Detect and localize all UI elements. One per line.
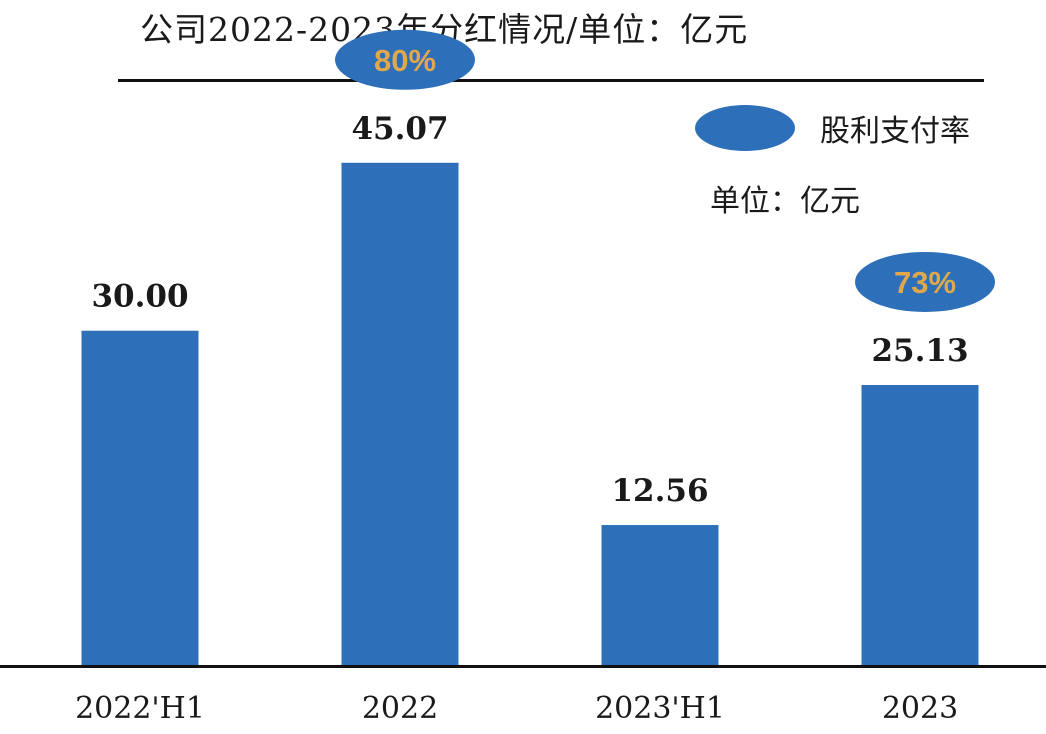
bar-2 bbox=[341, 162, 459, 665]
category-label-1: 2022'H1 bbox=[75, 691, 205, 726]
value-label-1: 30.00 bbox=[91, 279, 188, 315]
payout-ratio-label-2: 80% bbox=[374, 43, 436, 78]
payout-ratio-bubble-2 bbox=[335, 29, 475, 90]
bar-4 bbox=[861, 384, 979, 665]
category-label-2: 2022 bbox=[362, 691, 438, 726]
payout-ratio-bubble-4 bbox=[855, 251, 995, 312]
value-label-2: 45.07 bbox=[351, 111, 448, 147]
category-label-4: 2023 bbox=[882, 691, 958, 726]
legend: 股利支付率 单位：亿元 bbox=[695, 105, 970, 219]
bar-3 bbox=[601, 525, 719, 665]
legend-label: 股利支付率 bbox=[820, 114, 970, 149]
bar-1 bbox=[81, 330, 199, 665]
legend-swatch bbox=[695, 105, 795, 151]
unit-note: 单位：亿元 bbox=[710, 184, 860, 219]
category-label-3: 2023'H1 bbox=[595, 691, 725, 726]
value-label-4: 25.13 bbox=[871, 333, 968, 369]
title-underline bbox=[118, 79, 984, 82]
chart-marks: 30.00 2022'H1 45.07 2022 80% 12.56 2023'H1 25.1… bbox=[75, 29, 995, 726]
payout-ratio-label-4: 73% bbox=[894, 265, 956, 300]
value-label-3: 12.56 bbox=[611, 473, 708, 509]
